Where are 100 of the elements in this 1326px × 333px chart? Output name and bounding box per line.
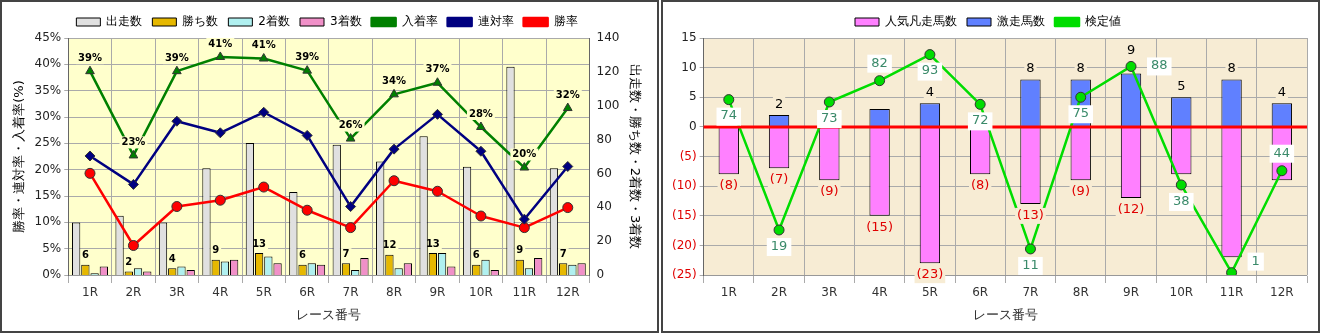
y2-tick-label: 120	[596, 63, 620, 78]
point	[214, 194, 226, 206]
y-tick-label: 0	[688, 119, 697, 133]
point	[432, 77, 443, 86]
y-tick-label: 10	[681, 59, 697, 74]
y-tick-label: (10)	[671, 178, 697, 193]
point	[924, 49, 936, 61]
point	[85, 65, 95, 75]
x-tick-label: 5R	[921, 285, 938, 300]
y2-tick-label: 20	[596, 233, 612, 248]
x-tick-label: 7R	[1022, 285, 1039, 300]
data-label: 26%	[338, 119, 363, 131]
data-label: 9	[1126, 42, 1136, 58]
data-label: 28%	[468, 107, 493, 119]
data-label: (8)	[970, 177, 990, 193]
data-label: 38	[1173, 192, 1190, 208]
data-label: 9	[212, 244, 220, 256]
y-tick-label: (25)	[671, 267, 697, 282]
legend-label: 激走馬数	[997, 14, 1045, 29]
point	[84, 150, 96, 162]
data-label: 37%	[425, 63, 450, 75]
x-tick-label: 6R	[972, 285, 989, 300]
point	[215, 51, 226, 60]
point	[1175, 179, 1187, 191]
x-tick-label: 8R	[1072, 285, 1089, 300]
data-label: 9	[516, 244, 524, 256]
point	[773, 224, 785, 236]
y-tick-label: 5	[688, 89, 697, 104]
legend-label: 2着数	[258, 14, 291, 29]
data-label: 93	[921, 62, 939, 78]
data-label: 2	[125, 256, 133, 268]
x-tick-label: 12R	[1270, 285, 1294, 300]
y-tick-label: (20)	[671, 237, 697, 252]
point	[518, 213, 530, 225]
point	[258, 53, 269, 62]
data-label: 6	[472, 249, 480, 261]
point	[127, 178, 139, 190]
point	[302, 65, 312, 74]
data-label: 41%	[208, 37, 233, 49]
point	[723, 94, 735, 106]
point	[345, 201, 357, 213]
data-label: (23)	[916, 266, 944, 282]
point	[823, 96, 835, 108]
data-label: 1	[1251, 252, 1260, 268]
x-tick-label: 1R	[82, 285, 98, 300]
point	[345, 133, 356, 142]
data-label: 2	[774, 95, 784, 111]
y-tick-label: 15%	[34, 188, 62, 203]
y-tick-label: 10%	[34, 214, 62, 229]
y2-tick-label: 60	[596, 165, 612, 180]
y-tick-label: 5%	[42, 240, 62, 255]
data-label: (13)	[1017, 206, 1044, 222]
point	[874, 75, 886, 87]
point	[171, 201, 183, 213]
y2-axis-title: 出走数・勝ち数・2着数・3着数	[627, 63, 643, 250]
legend-label: 勝ち数	[182, 14, 219, 29]
data-label: 44	[1273, 144, 1291, 160]
point	[1024, 243, 1036, 255]
x-tick-label: 11R	[512, 285, 537, 300]
y-tick-label: 45%	[34, 30, 62, 45]
y-tick-label: 0%	[42, 267, 62, 282]
point	[518, 222, 530, 234]
point	[172, 65, 182, 75]
point	[258, 181, 270, 193]
x-axis-title: レース番号	[972, 306, 1038, 322]
point	[475, 210, 487, 222]
data-label: 20%	[512, 148, 537, 160]
point	[171, 115, 183, 127]
legend-label: 連対率	[477, 14, 514, 29]
data-label: 6	[81, 249, 89, 261]
point	[127, 240, 139, 252]
point	[389, 88, 399, 98]
x-tick-label: 9R	[429, 285, 446, 300]
y2-tick-label: 80	[596, 131, 612, 146]
y-axis-title: 勝率・連対率・入着率(%)	[11, 80, 27, 233]
point	[1125, 60, 1137, 72]
y-tick-label: 15	[681, 30, 697, 45]
legend-label: 出走数	[106, 14, 143, 29]
x-tick-label: 3R	[168, 285, 185, 300]
point	[258, 106, 270, 118]
legend-label: 入着率	[401, 14, 438, 29]
data-label: 7	[559, 247, 567, 259]
data-label: 39%	[164, 51, 189, 63]
y-tick-label: 30%	[34, 109, 62, 124]
point	[214, 127, 226, 139]
y2-tick-label: 100	[596, 97, 620, 112]
data-label: 12	[382, 239, 397, 251]
data-label: 75	[1072, 105, 1090, 121]
point	[562, 102, 573, 112]
point	[128, 149, 139, 159]
point	[388, 143, 400, 155]
y-tick-label: 25%	[34, 135, 62, 150]
point	[345, 222, 357, 234]
data-label: 8	[1026, 60, 1035, 76]
legend-label: 検定値	[1085, 14, 1121, 29]
x-tick-label: 4R	[871, 285, 888, 300]
x-tick-label: 2R	[771, 285, 788, 300]
data-label: 8	[1076, 60, 1085, 76]
data-label: (9)	[820, 183, 839, 199]
point	[475, 145, 487, 157]
